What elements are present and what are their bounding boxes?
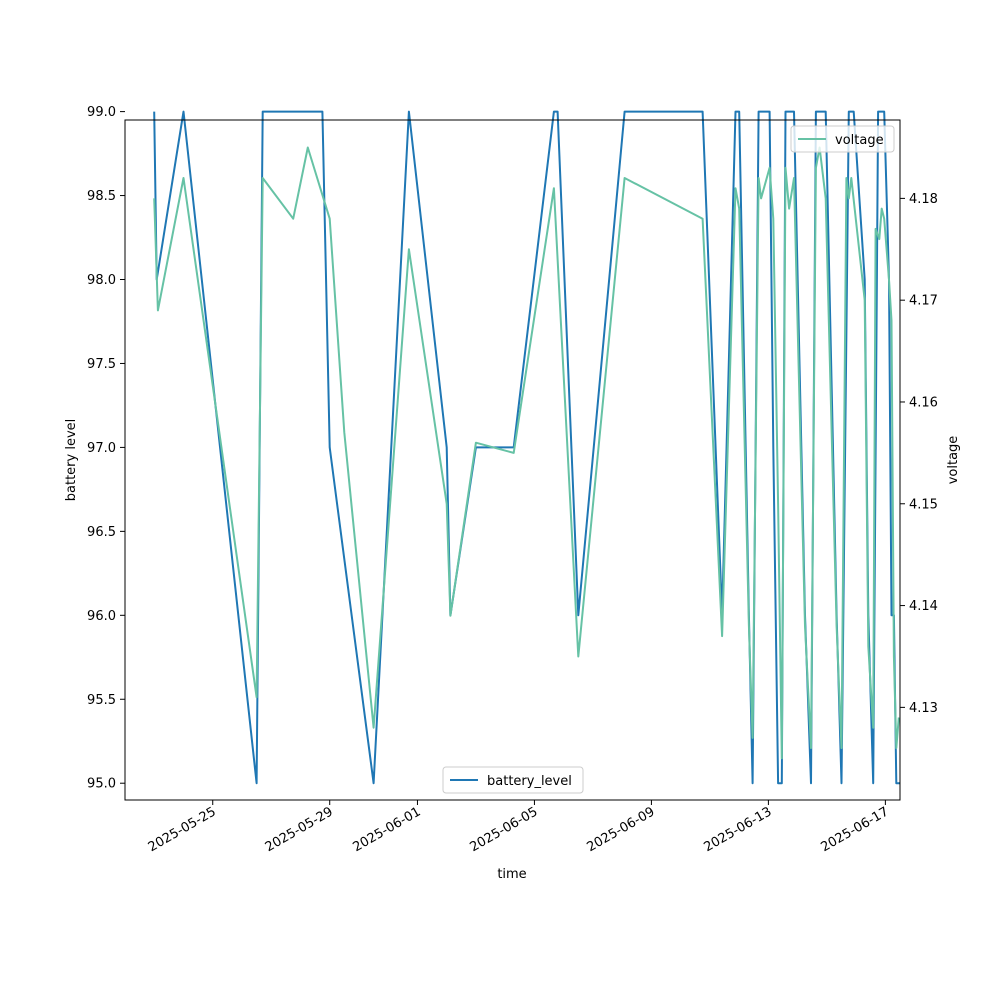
legend-label-battery-level: battery_level — [487, 774, 572, 789]
x-axis-label: time — [497, 867, 526, 882]
series-line-voltage — [153, 146, 900, 760]
y-left-tick-label: 95.5 — [87, 693, 116, 708]
y-right-tick-label: 4.18 — [909, 192, 938, 207]
legend-frame — [790, 125, 895, 153]
legend-voltage: voltage — [790, 125, 895, 153]
y-left-tick-label: 98.5 — [87, 189, 116, 204]
y-right-tick-label: 4.16 — [909, 395, 938, 410]
y-right-tick-label: 4.15 — [909, 497, 938, 512]
y-left-tick-label: 95.0 — [87, 777, 116, 792]
y-right-tick-label: 4.17 — [909, 294, 938, 309]
y-axis-right-label: voltage — [946, 436, 961, 485]
y-right-tick-label: 4.14 — [909, 599, 938, 614]
y-left-tick-label: 97.5 — [87, 357, 116, 372]
series-layer — [153, 110, 900, 785]
y-axis-right: 4.13 4.14 4.15 4.16 4.17 4.18 — [900, 192, 938, 716]
y-left-tick-label: 96.5 — [87, 525, 116, 540]
plot-frame — [124, 119, 901, 801]
y-axis-left: 95.0 95.5 96.0 96.5 97.0 97.5 98.0 98.5 99.0 — [87, 105, 125, 792]
y-axis-left-label: battery level — [64, 419, 79, 502]
y-left-tick-label: 96.0 — [87, 609, 116, 624]
legend-label-voltage: voltage — [835, 133, 884, 148]
legend-frame — [442, 766, 584, 794]
y-left-tick-label: 97.0 — [87, 441, 116, 456]
y-right-tick-label: 4.13 — [909, 701, 938, 716]
legend-battery-level: battery_level — [442, 766, 584, 794]
y-left-tick-label: 98.0 — [87, 273, 116, 288]
y-left-tick-label: 99.0 — [87, 105, 116, 120]
